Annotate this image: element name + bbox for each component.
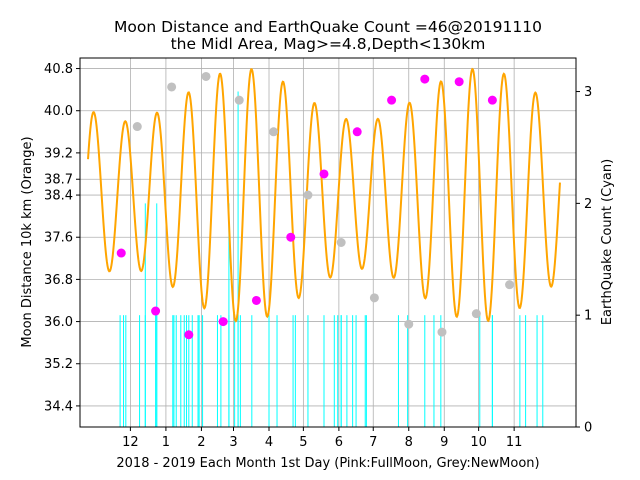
y-left-tick-label-39.2: 39.2 — [44, 146, 73, 161]
x-tick-label-4: 4 — [265, 435, 273, 450]
full-moon-point — [251, 295, 261, 305]
moon-distance-series — [87, 67, 561, 323]
x-tick-label-10: 10 — [470, 435, 487, 450]
new-moon-point — [269, 127, 279, 137]
y-left-tick-label-40.0: 40.0 — [44, 104, 73, 119]
earthquake-bars — [119, 91, 544, 427]
chart-title-line2: the Midl Area, Mag>=4.8,Depth<130km — [171, 35, 486, 53]
y-left-tick-label-37.6: 37.6 — [44, 231, 73, 246]
new-moon-point — [234, 95, 244, 105]
new-moon-point — [167, 82, 177, 92]
full-moon-point — [387, 95, 397, 105]
plot-frame — [79, 57, 577, 428]
full-moon-point — [218, 317, 228, 327]
x-tick-label-2: 2 — [197, 435, 205, 450]
x-tick-label-1: 1 — [162, 435, 170, 450]
full-moon-point — [352, 127, 362, 137]
new-moon-point — [336, 238, 346, 247]
full-moon-point — [286, 232, 296, 242]
y-left-tick-label-38.4: 38.4 — [44, 189, 73, 204]
x-tick-label-3: 3 — [229, 435, 237, 450]
y-right-tick-label-1: 1 — [584, 309, 592, 324]
new-moon-point — [404, 319, 414, 329]
y-right-tick-label-3: 3 — [584, 85, 592, 100]
full-moon-point — [151, 306, 161, 316]
y-axis-label-left: Moon Distance 10k km (Orange) — [20, 136, 35, 347]
chart-title-line1: Moon Distance and EarthQuake Count =46@2… — [114, 18, 542, 36]
full-moon-point — [487, 95, 497, 105]
x-tick-label-8: 8 — [405, 435, 413, 450]
full-moon-point — [184, 330, 194, 340]
y-left-tick-label-35.2: 35.2 — [44, 357, 73, 372]
moon-phase-markers — [116, 71, 515, 340]
grid — [80, 58, 576, 427]
new-moon-point — [201, 71, 211, 81]
moon-distance-line — [87, 67, 561, 323]
x-tick-label-9: 9 — [440, 435, 448, 450]
new-moon-point — [303, 190, 313, 200]
y-axis-label-right: EarthQuake Count (Cyan) — [600, 159, 615, 325]
y-right-tick-label-0: 0 — [584, 421, 592, 436]
x-axis-label: 2018 - 2019 Each Month 1st Day (Pink:Ful… — [116, 456, 539, 471]
full-moon-point — [454, 77, 464, 87]
new-moon-point — [132, 122, 142, 132]
full-moon-point — [319, 169, 329, 179]
y-left-tick-label-34.4: 34.4 — [44, 399, 73, 414]
y-left-tick-label-40.8: 40.8 — [44, 62, 73, 77]
new-moon-point — [471, 309, 481, 319]
x-tick-label-12: 12 — [122, 435, 139, 450]
new-moon-point — [437, 327, 447, 337]
x-tick-label-7: 7 — [369, 435, 377, 450]
y-left-tick-label-36.8: 36.8 — [44, 273, 73, 288]
new-moon-point — [369, 293, 379, 303]
full-moon-point — [116, 248, 126, 258]
y-right-tick-label-2: 2 — [584, 197, 592, 212]
y-left-tick-label-38.7: 38.7 — [44, 173, 73, 188]
x-tick-label-5: 5 — [299, 435, 307, 450]
x-tick-label-11: 11 — [506, 435, 523, 450]
full-moon-point — [420, 74, 430, 84]
new-moon-point — [505, 280, 515, 290]
axes: 12 1 2 3 4 5 6 7 8 9 10 1134.435.236.036.837.638.43… — [44, 57, 592, 450]
y-left-tick-label-36.0: 36.0 — [44, 315, 73, 330]
x-tick-label-6: 6 — [335, 435, 343, 450]
